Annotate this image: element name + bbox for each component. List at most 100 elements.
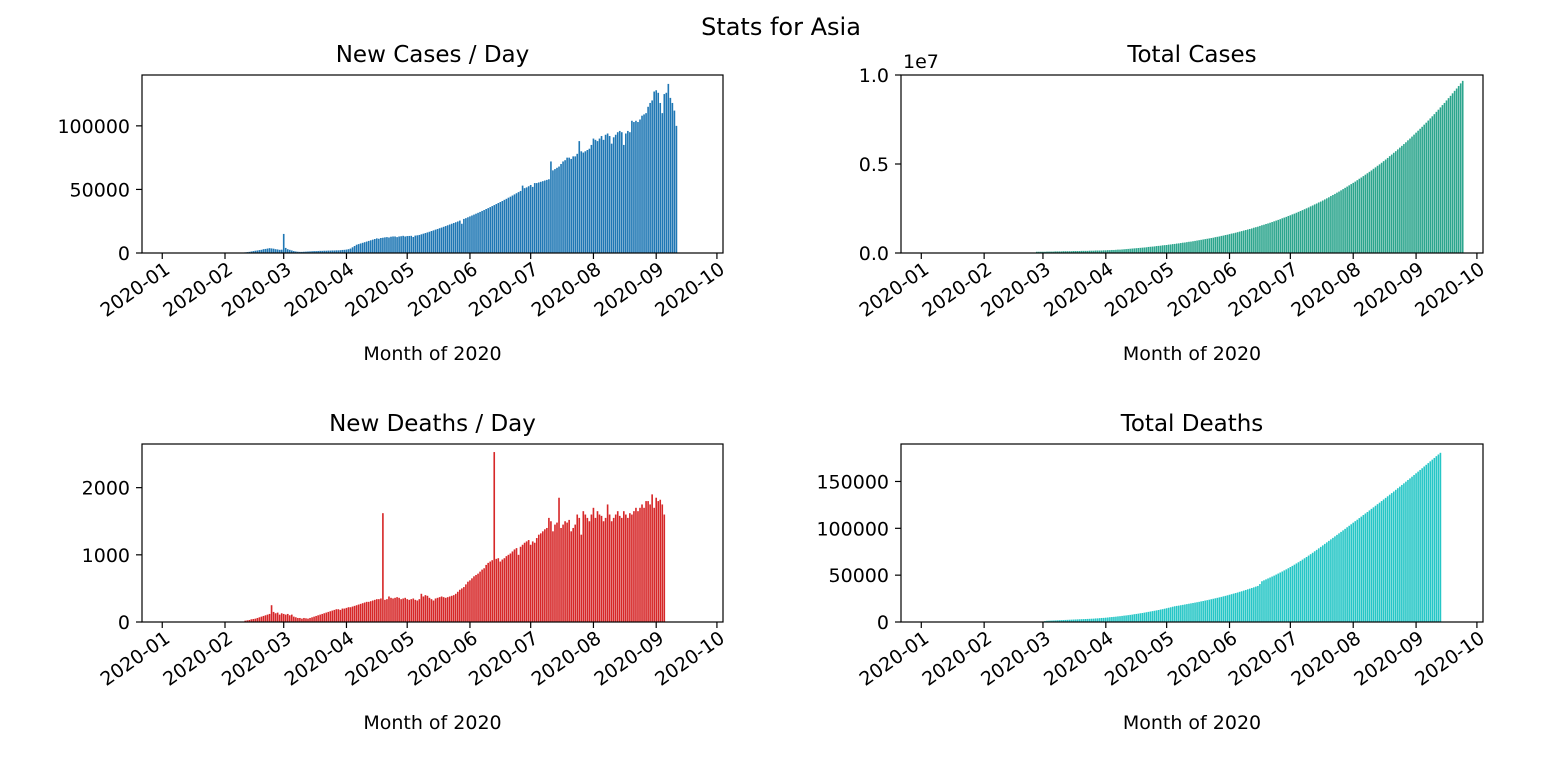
plot-frame xyxy=(141,74,724,254)
bar xyxy=(1388,494,1391,622)
bar xyxy=(361,242,364,253)
bar xyxy=(1094,250,1097,253)
bar xyxy=(1198,601,1200,622)
bar xyxy=(1210,599,1213,622)
x-tick-label: 2020-08 xyxy=(1287,258,1365,322)
bar xyxy=(1399,147,1401,253)
bar xyxy=(276,612,279,622)
bar xyxy=(450,223,453,253)
bar xyxy=(450,595,453,622)
bar xyxy=(1096,618,1099,622)
bar xyxy=(444,226,447,253)
bar xyxy=(428,597,431,622)
bar xyxy=(1082,250,1085,253)
bar xyxy=(562,524,564,622)
bar xyxy=(280,249,283,253)
bar xyxy=(1149,246,1152,253)
bar xyxy=(1397,149,1399,253)
bar xyxy=(1163,245,1166,253)
bar xyxy=(1180,243,1182,253)
bar xyxy=(1376,165,1379,253)
bar xyxy=(590,144,593,253)
bar xyxy=(339,250,342,253)
bar xyxy=(483,568,485,622)
bar xyxy=(1068,619,1071,622)
bar xyxy=(665,92,668,253)
bar xyxy=(598,138,601,253)
bar xyxy=(1439,452,1442,622)
bar xyxy=(313,616,315,622)
bar xyxy=(653,91,655,253)
bar xyxy=(1230,233,1233,253)
bar xyxy=(1364,513,1367,622)
bar-series xyxy=(244,83,678,254)
bar xyxy=(1080,619,1083,622)
bar xyxy=(1287,568,1290,622)
bar xyxy=(355,244,358,253)
bar xyxy=(262,249,265,253)
bar xyxy=(1388,156,1391,253)
bar xyxy=(655,497,658,622)
bar xyxy=(669,97,672,253)
bar xyxy=(481,210,483,253)
bar xyxy=(580,151,583,253)
bar xyxy=(361,603,364,622)
bar xyxy=(1248,228,1251,253)
bar xyxy=(1269,222,1271,253)
bar xyxy=(657,501,660,622)
bar xyxy=(1125,249,1127,253)
bar xyxy=(1220,596,1223,622)
bar xyxy=(1399,486,1401,622)
bar xyxy=(434,598,437,622)
bar xyxy=(341,249,344,253)
bar xyxy=(256,250,259,253)
bar xyxy=(317,615,319,622)
bar xyxy=(1352,182,1355,253)
bar xyxy=(457,591,459,622)
bar xyxy=(1309,554,1312,622)
bar xyxy=(1382,499,1385,622)
bar xyxy=(473,576,475,622)
bar xyxy=(400,599,402,622)
bar xyxy=(1167,607,1170,622)
bar xyxy=(1159,609,1162,622)
bar xyxy=(384,237,386,253)
bar xyxy=(1155,610,1158,622)
bar xyxy=(1368,171,1371,253)
bar xyxy=(649,102,651,253)
y-tick-label: 50000 xyxy=(829,565,889,587)
bar xyxy=(592,138,595,253)
bar xyxy=(594,517,597,622)
bar xyxy=(625,133,627,253)
bar xyxy=(1228,234,1231,253)
bar xyxy=(473,214,475,253)
bar xyxy=(1240,231,1243,253)
bar xyxy=(1202,239,1204,253)
bar xyxy=(307,251,309,253)
bar xyxy=(596,141,599,253)
bar xyxy=(631,120,633,254)
bar xyxy=(1248,588,1251,622)
bar xyxy=(1390,493,1393,622)
bar xyxy=(1259,225,1261,253)
bar xyxy=(1050,620,1052,622)
bar xyxy=(493,452,496,622)
bar xyxy=(499,202,502,253)
bar xyxy=(1366,173,1369,253)
bar xyxy=(1204,600,1206,622)
bar xyxy=(1315,549,1318,622)
bar xyxy=(1409,138,1411,253)
bar xyxy=(1165,608,1168,622)
bar xyxy=(1287,215,1290,253)
bar xyxy=(1070,619,1073,622)
bar xyxy=(1143,612,1146,622)
bar xyxy=(1084,250,1087,253)
bar xyxy=(1145,247,1148,253)
bar xyxy=(376,238,378,253)
bar xyxy=(369,240,372,253)
bar xyxy=(586,517,589,622)
bar xyxy=(1216,236,1219,253)
bar xyxy=(544,180,546,253)
bar xyxy=(1062,251,1065,253)
bar xyxy=(1437,454,1440,622)
